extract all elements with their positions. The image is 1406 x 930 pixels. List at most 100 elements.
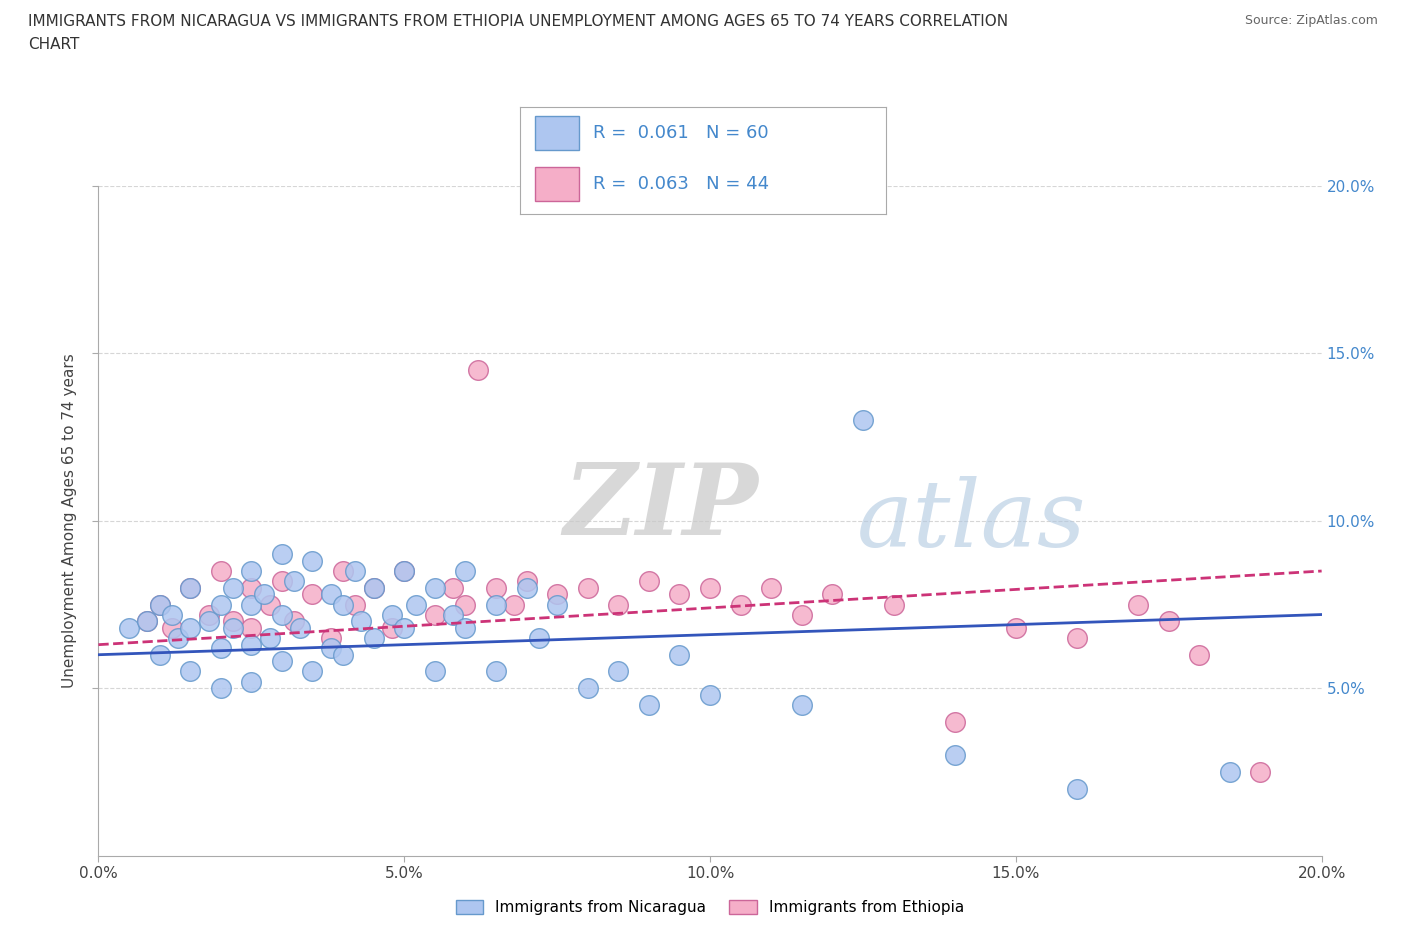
Point (423, 607, 446, 622)
Point (1249, 764, 1271, 779)
Point (270, 607, 292, 622)
Point (240, 564, 263, 578)
Point (301, 587, 323, 602)
Point (209, 641, 232, 656)
Point (209, 597, 232, 612)
Point (423, 580, 446, 595)
Point (607, 597, 630, 612)
Point (197, 607, 219, 622)
Point (485, 597, 508, 612)
Point (637, 698, 661, 712)
Point (332, 564, 354, 578)
Point (883, 597, 905, 612)
Text: R =  0.063   N = 44: R = 0.063 N = 44 (593, 175, 769, 193)
Point (363, 580, 385, 595)
Point (179, 580, 201, 595)
Point (1066, 781, 1088, 796)
Point (454, 597, 477, 612)
Point (790, 698, 813, 712)
Legend: Immigrants from Nicaragua, Immigrants from Ethiopia: Immigrants from Nicaragua, Immigrants fr… (456, 900, 965, 915)
Text: Source: ZipAtlas.com: Source: ZipAtlas.com (1244, 14, 1378, 27)
Point (240, 580, 263, 595)
Point (441, 607, 464, 622)
Point (222, 614, 245, 629)
Point (485, 580, 508, 595)
Point (668, 647, 690, 662)
Point (668, 587, 690, 602)
Text: R =  0.061   N = 60: R = 0.061 N = 60 (593, 124, 769, 141)
Point (332, 597, 354, 612)
Point (240, 674, 263, 689)
Point (516, 580, 538, 595)
Bar (534, 115, 579, 150)
Point (259, 631, 281, 645)
Point (160, 607, 183, 622)
Point (179, 664, 201, 679)
Point (852, 413, 875, 428)
Point (283, 574, 305, 589)
Point (1004, 620, 1026, 635)
Point (392, 620, 416, 635)
Point (197, 614, 219, 629)
Point (1157, 614, 1180, 629)
Text: ZIP: ZIP (564, 459, 758, 555)
Point (730, 597, 752, 612)
Point (392, 564, 416, 578)
Point (546, 587, 568, 602)
Point (252, 587, 274, 602)
Text: atlas: atlas (856, 476, 1087, 565)
Point (209, 564, 232, 578)
Point (222, 620, 245, 635)
Point (381, 607, 404, 622)
Point (546, 597, 568, 612)
Point (527, 631, 550, 645)
Point (136, 614, 159, 629)
Point (1066, 631, 1088, 645)
Point (179, 620, 201, 635)
Point (209, 681, 232, 696)
Bar (534, 166, 579, 201)
Point (319, 631, 342, 645)
Point (699, 580, 721, 595)
Point (283, 614, 305, 629)
Point (759, 580, 782, 595)
Point (136, 614, 159, 629)
Point (160, 620, 183, 635)
Point (943, 748, 966, 763)
Point (270, 547, 292, 562)
Point (270, 654, 292, 669)
Point (454, 620, 477, 635)
Point (290, 620, 312, 635)
Point (441, 580, 464, 595)
Point (467, 363, 489, 378)
Point (381, 620, 404, 635)
Point (576, 681, 599, 696)
Point (118, 620, 141, 635)
Text: CHART: CHART (28, 37, 80, 52)
Point (363, 631, 385, 645)
Point (222, 580, 245, 595)
Point (179, 580, 201, 595)
Point (240, 637, 263, 652)
Point (699, 687, 721, 702)
Point (319, 641, 342, 656)
Point (344, 597, 367, 612)
Point (149, 647, 172, 662)
Point (1219, 764, 1241, 779)
Point (405, 597, 427, 612)
Point (344, 564, 367, 578)
Point (319, 587, 342, 602)
Point (240, 597, 263, 612)
Point (301, 553, 323, 568)
Point (1188, 647, 1211, 662)
Point (607, 664, 630, 679)
Point (821, 587, 844, 602)
Point (240, 620, 263, 635)
Point (503, 597, 526, 612)
Point (392, 564, 416, 578)
Point (576, 580, 599, 595)
Point (637, 574, 661, 589)
Point (423, 664, 446, 679)
Text: IMMIGRANTS FROM NICARAGUA VS IMMIGRANTS FROM ETHIOPIA UNEMPLOYMENT AMONG AGES 65: IMMIGRANTS FROM NICARAGUA VS IMMIGRANTS … (28, 14, 1008, 29)
Point (270, 574, 292, 589)
